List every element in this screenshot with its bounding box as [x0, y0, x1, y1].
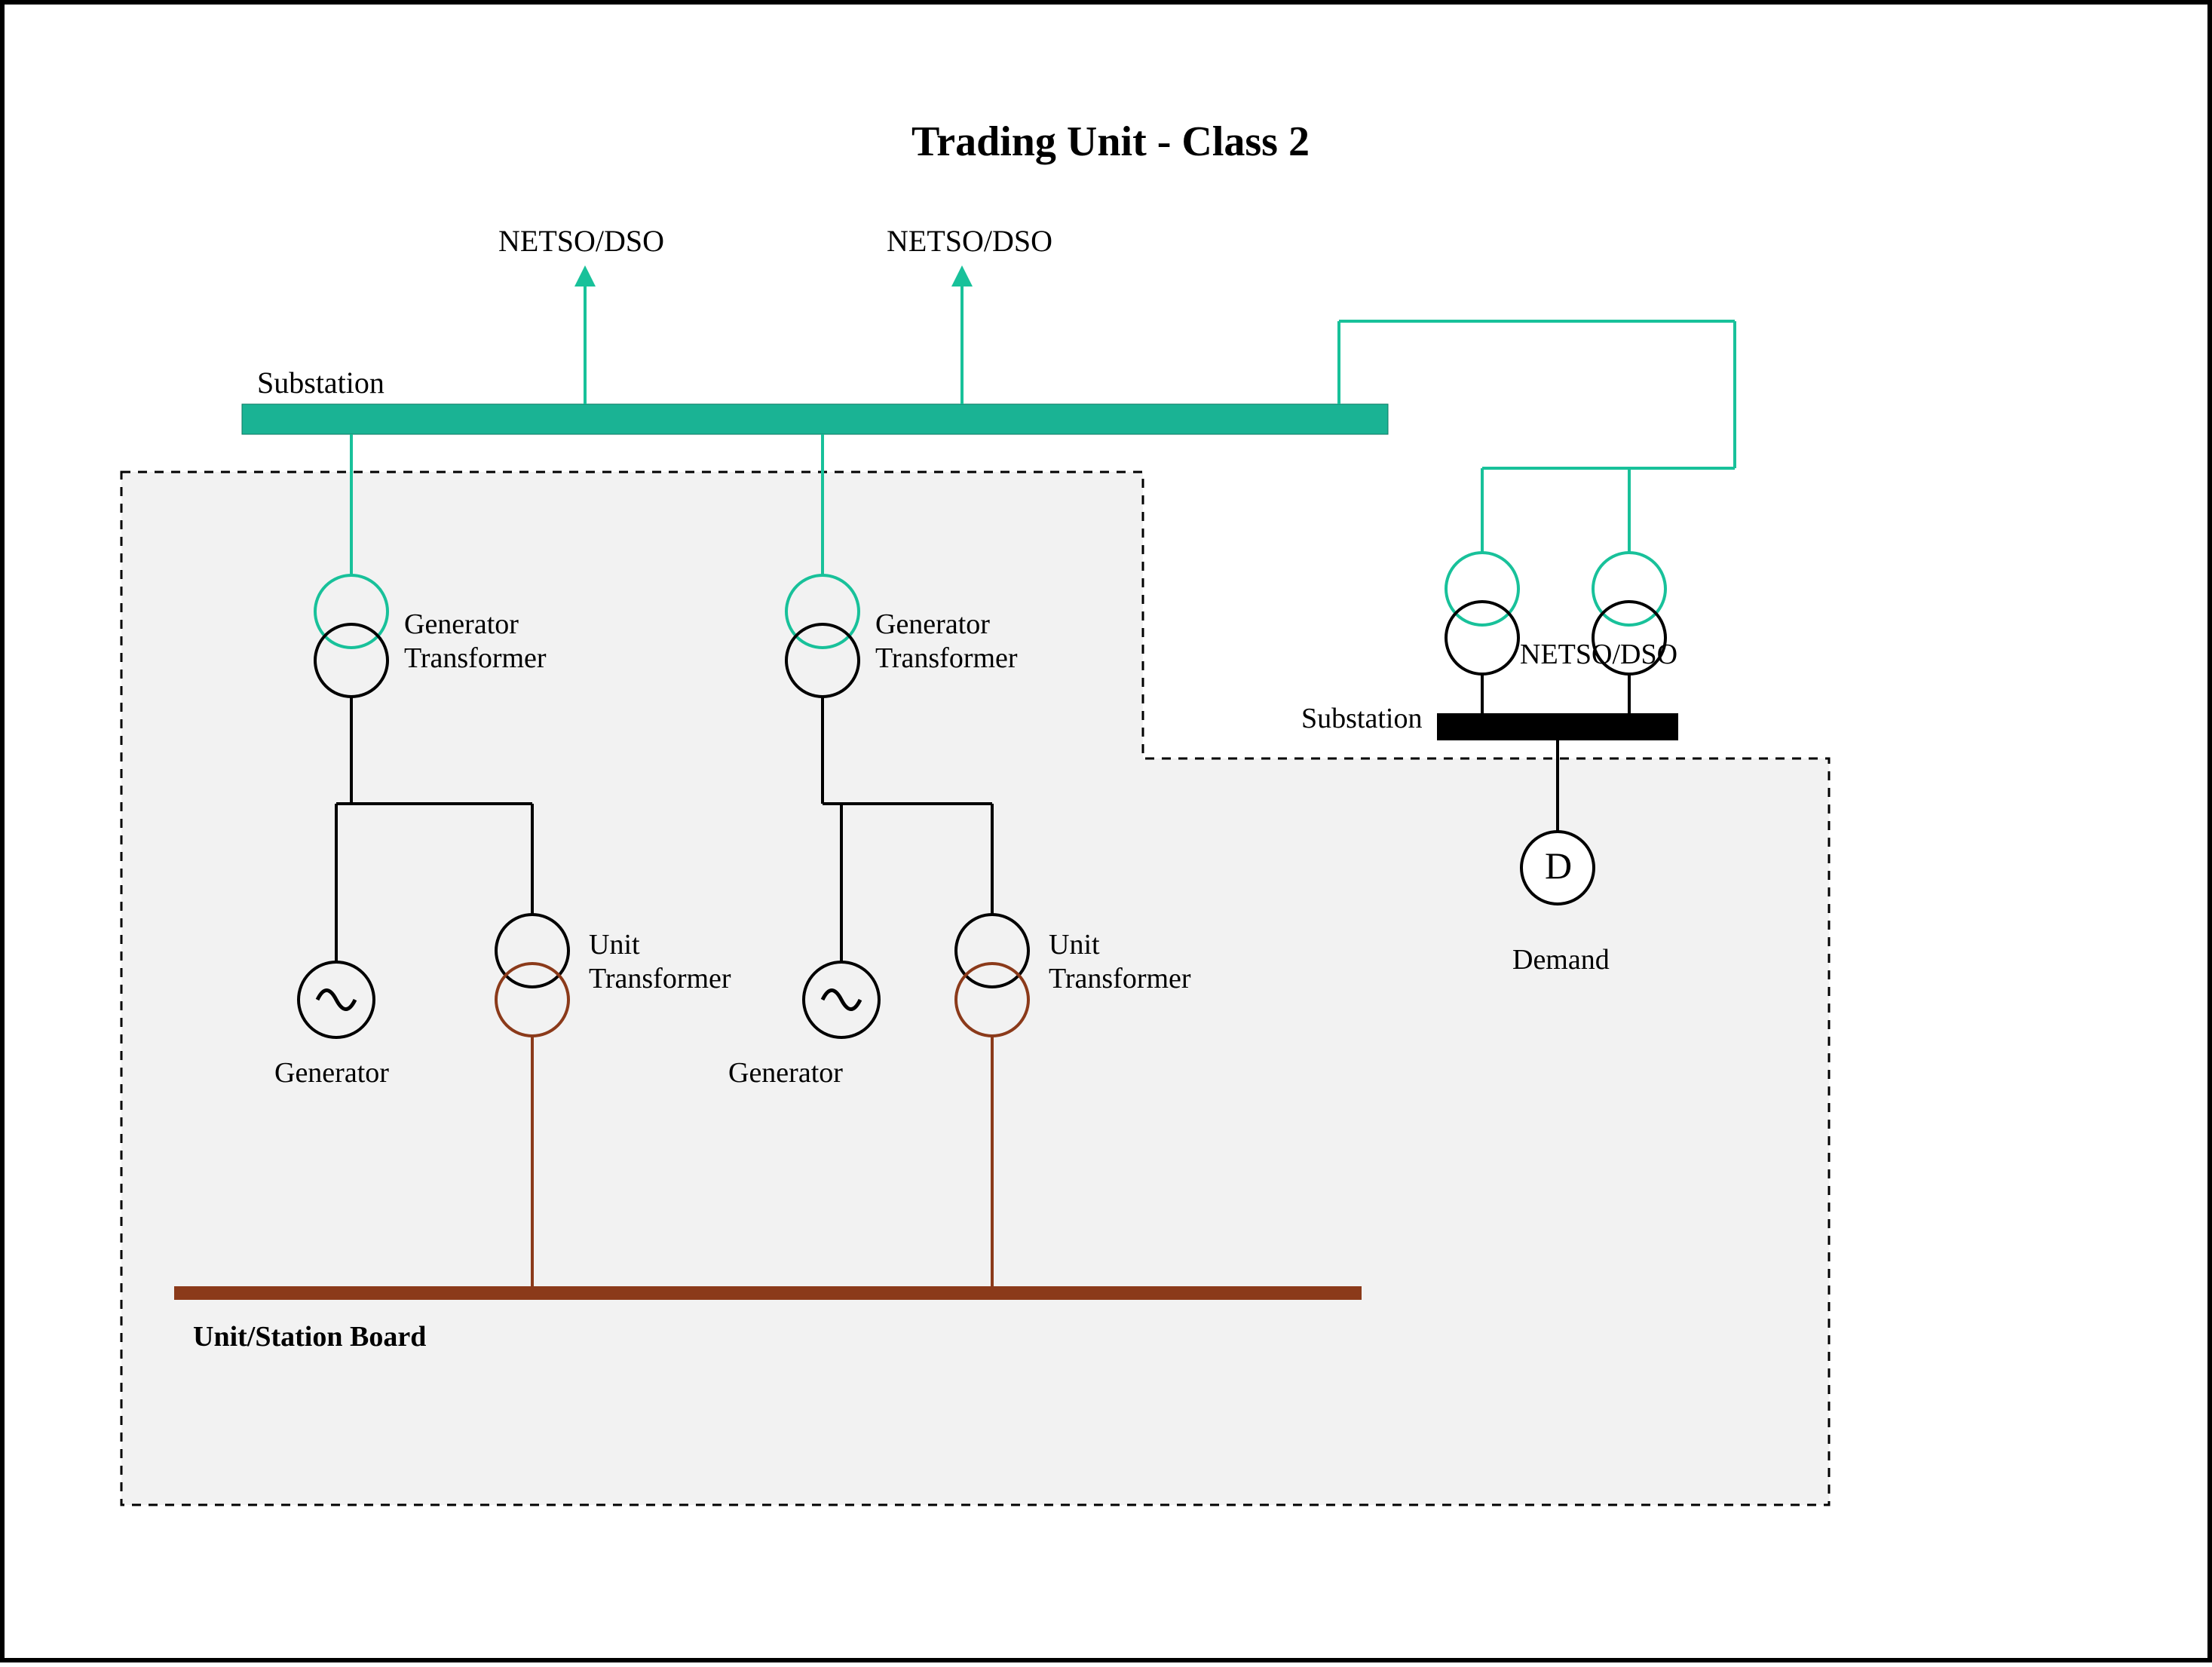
unit-tx-label-1-line1: Unit	[589, 928, 640, 961]
gen-tx-label-2-line2: Transformer	[875, 642, 1018, 675]
unit-station-board-bus	[174, 1286, 1362, 1300]
generator-label-2: Generator	[728, 1056, 843, 1089]
diagram-svg	[5, 5, 2212, 1667]
netso-label-right: NETSO/DSO	[887, 223, 1052, 259]
substation-label-left: Substation	[257, 365, 384, 400]
substation-label-right: Substation	[1301, 702, 1422, 735]
unit-tx-label-1-line2: Transformer	[589, 962, 731, 995]
unit-tx-label-2-line1: Unit	[1049, 928, 1100, 961]
netso-label-left: NETSO/DSO	[498, 223, 664, 259]
gen-tx-label-1-line1: Generator	[404, 608, 519, 641]
diagram-title: Trading Unit - Class 2	[5, 118, 2212, 166]
unit-tx-label-2-line2: Transformer	[1049, 962, 1191, 995]
black-substation-bus	[1437, 713, 1678, 740]
gen-tx-label-1-line2: Transformer	[404, 642, 547, 675]
demand-label: Demand	[1512, 943, 1610, 976]
green-substation-bus	[242, 404, 1388, 434]
generator-label-1: Generator	[274, 1056, 389, 1089]
diagram-page: Trading Unit - Class 2 NETSO/DSO NETSO/D…	[0, 0, 2212, 1662]
netso-label-far-right: NETSO/DSO	[1520, 638, 1677, 671]
demand-symbol-letter: D	[1545, 844, 1572, 887]
right-green-path	[1339, 321, 1735, 625]
unit-station-board-label: Unit/Station Board	[193, 1320, 426, 1353]
gen-tx-label-2-line1: Generator	[875, 608, 990, 641]
